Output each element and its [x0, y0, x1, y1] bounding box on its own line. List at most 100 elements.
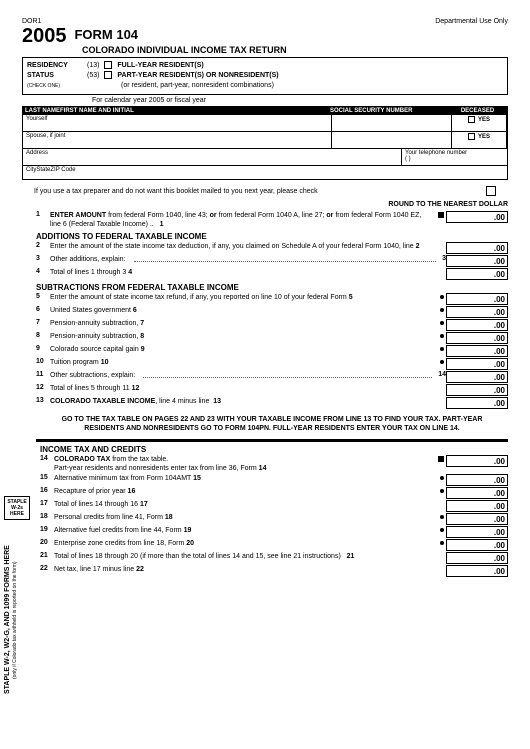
city-state-zip[interactable]: CityStateZIP Code [22, 166, 508, 180]
spouse-name[interactable]: Spouse, if joint [23, 132, 332, 148]
line-12-amount[interactable] [446, 384, 508, 396]
line-8-desc: Pension-annuity subtraction, [50, 333, 138, 340]
line-20-desc: Enterprise zone credits from line 18, Fo… [54, 540, 184, 547]
dot-icon [440, 308, 444, 312]
line-5-num: 5 [36, 293, 50, 300]
line-18-desc: Personal credits from line 41, Form [54, 514, 163, 521]
line-11-explain[interactable] [143, 371, 432, 378]
spouse-deceased[interactable]: YES [452, 132, 507, 148]
dot-icon [440, 489, 444, 493]
line-12-desc: Total of lines 5 through 11 [50, 385, 130, 392]
dot-icon [440, 541, 444, 545]
line-6-amount[interactable] [446, 306, 508, 318]
line-14-desc: Part-year residents and nonresidents ent… [54, 465, 257, 472]
line-17-amount[interactable] [446, 500, 508, 512]
line-19-desc: Alternative fuel credits from line 44, F… [54, 527, 182, 534]
line-11-num: 11 [36, 371, 50, 378]
address-field[interactable]: Address [23, 149, 402, 165]
dot-icon [440, 528, 444, 532]
fullyear-label: FULL-YEAR RESIDENT(S) [117, 62, 203, 69]
line-7-num: 7 [36, 319, 50, 326]
dot-icon [440, 515, 444, 519]
line-4-amount[interactable] [446, 268, 508, 280]
calendar-year: For calendar year 2005 or fiscal year [92, 97, 508, 104]
yourself-deceased[interactable]: YES [452, 115, 507, 131]
partyear-sub: (or resident, part-year, nonresident com… [121, 82, 274, 89]
line-19-amount[interactable] [446, 526, 508, 538]
line-5-desc: Enter the amount of state income tax ref… [50, 294, 347, 301]
line-10-desc: Tuition program [50, 359, 99, 366]
staple-forms-label: STAPLE W-2, W2-G, AND 1099 FORMS HERE(on… [4, 520, 18, 720]
partyear-label: PART-YEAR RESIDENT(S) OR NONRESIDENT(S) [117, 72, 278, 79]
hdr-lastname: LAST NAME [25, 108, 60, 114]
line-4-desc: Total of lines 1 through 3 [50, 269, 126, 276]
residency-label: RESIDENCY STATUS [27, 62, 68, 79]
line-11-desc: Other subtractions, explain: [50, 371, 139, 380]
line-21-desc: Total of lines 18 through 20 (if more th… [54, 553, 341, 560]
dept-use: Departmental Use Only [435, 18, 508, 25]
hdr-deceased: DECEASED [450, 108, 505, 114]
round-notice: ROUND TO THE NEAREST DOLLAR [22, 201, 508, 208]
line-8-amount[interactable] [446, 332, 508, 344]
residency-box: RESIDENCY STATUS (CHECK ONE) (13) FULL-Y… [22, 57, 508, 95]
line-9-desc: Colorado source capital gain [50, 346, 139, 353]
line-4-num: 4 [36, 268, 50, 275]
spouse-ssn[interactable] [332, 132, 452, 148]
phone-field[interactable]: Your telephone number( ) [402, 149, 507, 165]
line-10-num: 10 [36, 358, 50, 365]
line-15-amount[interactable] [446, 474, 508, 486]
line-2-amount[interactable] [446, 242, 508, 254]
partyear-checkbox[interactable] [104, 71, 112, 79]
dot-icon [440, 295, 444, 299]
line-6-desc: United States government [50, 307, 131, 314]
hdr-ssn: SOCIAL SECURITY NUMBER [330, 108, 450, 114]
line-21-amount[interactable] [446, 552, 508, 564]
line-20-num: 20 [40, 539, 54, 546]
fullyear-checkbox[interactable] [104, 61, 112, 69]
line-6-num: 6 [36, 306, 50, 313]
line-18-amount[interactable] [446, 513, 508, 525]
subtractions-title: SUBTRACTIONS FROM FEDERAL TAXABLE INCOME [36, 283, 508, 292]
divider [36, 439, 508, 442]
line-22-num: 22 [40, 565, 54, 572]
line-2-num: 2 [36, 242, 50, 249]
additions-title: ADDITIONS TO FEDERAL TAXABLE INCOME [36, 232, 508, 241]
line-13-amount[interactable] [446, 397, 508, 409]
dot-icon [440, 321, 444, 325]
line-20-amount[interactable] [446, 539, 508, 551]
yourself-name[interactable]: Yourself [23, 115, 332, 131]
line-3-amount[interactable] [446, 255, 508, 267]
line-5-amount[interactable] [446, 293, 508, 305]
line-14-num: 14 [40, 455, 54, 462]
line-16-amount[interactable] [446, 487, 508, 499]
marker-icon [438, 212, 444, 218]
line-14-amount[interactable] [446, 455, 508, 467]
line-15-desc: Alternative minimum tax from Form 104AMT [54, 475, 191, 482]
preparer-row: If you use a tax preparer and do not wan… [22, 184, 508, 198]
form-number: FORM 104 [74, 27, 138, 42]
yourself-ssn[interactable] [332, 115, 452, 131]
line-11-amount[interactable] [446, 371, 508, 383]
line-7-amount[interactable] [446, 319, 508, 331]
line-22-amount[interactable] [446, 565, 508, 577]
line-15-num: 15 [40, 474, 54, 481]
goto-text: GO TO THE TAX TABLE ON PAGES 22 AND 23 W… [44, 415, 500, 433]
line-3-explain[interactable] [134, 255, 437, 262]
line-12-num: 12 [36, 384, 50, 391]
line-18-num: 18 [40, 513, 54, 520]
income-title: INCOME TAX AND CREDITS [40, 445, 508, 454]
preparer-checkbox[interactable] [486, 186, 496, 196]
line-3-num: 3 [36, 255, 50, 262]
line-8-num: 8 [36, 332, 50, 339]
line-1-num: 1 [36, 211, 50, 218]
staple-w2-box: STAPLE W-2s HERE [4, 496, 30, 520]
line-1-amount[interactable] [446, 211, 508, 223]
line-19-num: 19 [40, 526, 54, 533]
line-9-amount[interactable] [446, 345, 508, 357]
line-13-num: 13 [36, 397, 50, 404]
line-2-desc: Enter the amount of the state income tax… [50, 243, 414, 250]
line-10-amount[interactable] [446, 358, 508, 370]
dot-icon [440, 360, 444, 364]
tax-year: 2005 [22, 25, 67, 48]
line-16-desc: Recapture of prior year [54, 488, 126, 495]
